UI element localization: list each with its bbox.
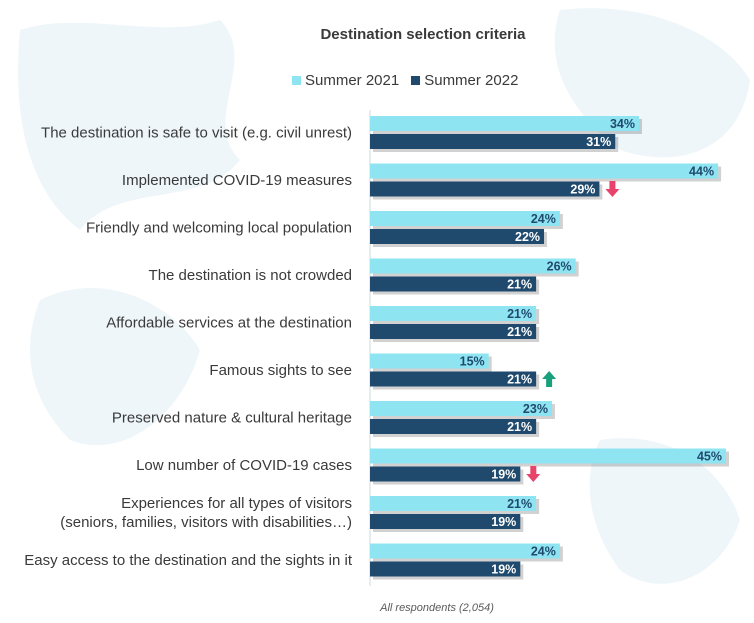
category-label: (seniors, families, visitors with disabi… bbox=[60, 514, 352, 531]
bar-summer-2021 bbox=[370, 353, 489, 369]
category-label: Easy access to the destination and the s… bbox=[24, 552, 353, 569]
legend-label-series-2: Summer 2022 bbox=[424, 72, 519, 89]
bar-summer-2021 bbox=[370, 401, 552, 416]
data-label: 21% bbox=[507, 497, 532, 511]
data-label: 24% bbox=[531, 545, 556, 559]
bar-summer-2022 bbox=[370, 466, 521, 482]
chart-legend: Summer 2021 Summer 2022 bbox=[292, 72, 518, 89]
chart-title: Destination selection criteria bbox=[320, 26, 526, 43]
arrow-down-icon bbox=[605, 181, 620, 197]
bar-summer-2022 bbox=[370, 181, 600, 197]
data-label: 45% bbox=[697, 450, 722, 464]
bar-summer-2021 bbox=[370, 163, 719, 179]
category-label: Low number of COVID-19 cases bbox=[136, 457, 352, 474]
bar-summer-2021 bbox=[370, 543, 560, 559]
data-label: 29% bbox=[570, 183, 595, 197]
data-label: 21% bbox=[507, 307, 532, 321]
data-label: 15% bbox=[460, 355, 485, 369]
legend-swatch-series-1 bbox=[292, 76, 301, 85]
bar-summer-2022 bbox=[370, 419, 537, 434]
bar-summer-2021 bbox=[370, 211, 560, 226]
data-label: 22% bbox=[515, 230, 540, 244]
legend-item-series-1: Summer 2021 bbox=[292, 72, 399, 89]
bar-summer-2022 bbox=[370, 324, 537, 339]
bar-summer-2022 bbox=[370, 514, 521, 529]
category-label: Experiences for all types of visitors bbox=[121, 495, 352, 512]
legend-label-series-1: Summer 2021 bbox=[305, 72, 400, 89]
bar-summer-2022 bbox=[370, 134, 616, 149]
category-label: Implemented COVID-19 measures bbox=[122, 172, 352, 189]
data-label: 21% bbox=[507, 278, 532, 292]
legend-swatch-series-2 bbox=[411, 76, 421, 85]
data-label: 19% bbox=[491, 468, 516, 482]
bar-summer-2021 bbox=[370, 496, 537, 511]
bar-summer-2021 bbox=[370, 258, 576, 274]
category-label: Preserved nature & cultural heritage bbox=[112, 410, 352, 427]
category-label: Affordable services at the destination bbox=[106, 315, 352, 332]
legend-item-series-2: Summer 2022 bbox=[411, 72, 518, 89]
arrow-down-icon bbox=[526, 466, 541, 482]
category-label: The destination is safe to visit (e.g. c… bbox=[41, 125, 352, 142]
bar-summer-2021 bbox=[370, 448, 726, 464]
data-label: 34% bbox=[610, 117, 635, 131]
bar-summer-2022 bbox=[370, 229, 545, 244]
data-label: 44% bbox=[689, 165, 714, 179]
category-label: Famous sights to see bbox=[209, 362, 352, 379]
data-label: 19% bbox=[491, 515, 516, 529]
data-label: 21% bbox=[507, 325, 532, 339]
bar-summer-2021 bbox=[370, 306, 537, 321]
bar-summer-2021 bbox=[370, 116, 639, 131]
bar-summer-2022 bbox=[370, 561, 521, 577]
data-label: 24% bbox=[531, 212, 556, 226]
data-label: 19% bbox=[491, 563, 516, 577]
chart-note: All respondents (2,054) bbox=[380, 602, 494, 614]
data-label: 31% bbox=[586, 135, 611, 149]
category-label: Friendly and welcoming local population bbox=[86, 220, 352, 237]
category-label: The destination is not crowded bbox=[149, 267, 352, 284]
bar-summer-2022 bbox=[370, 276, 537, 292]
bar-summer-2022 bbox=[370, 371, 537, 387]
data-label: 21% bbox=[507, 420, 532, 434]
data-label: 26% bbox=[547, 260, 572, 274]
arrow-up-icon bbox=[542, 371, 557, 387]
data-label: 21% bbox=[507, 373, 532, 387]
data-label: 23% bbox=[523, 402, 548, 416]
